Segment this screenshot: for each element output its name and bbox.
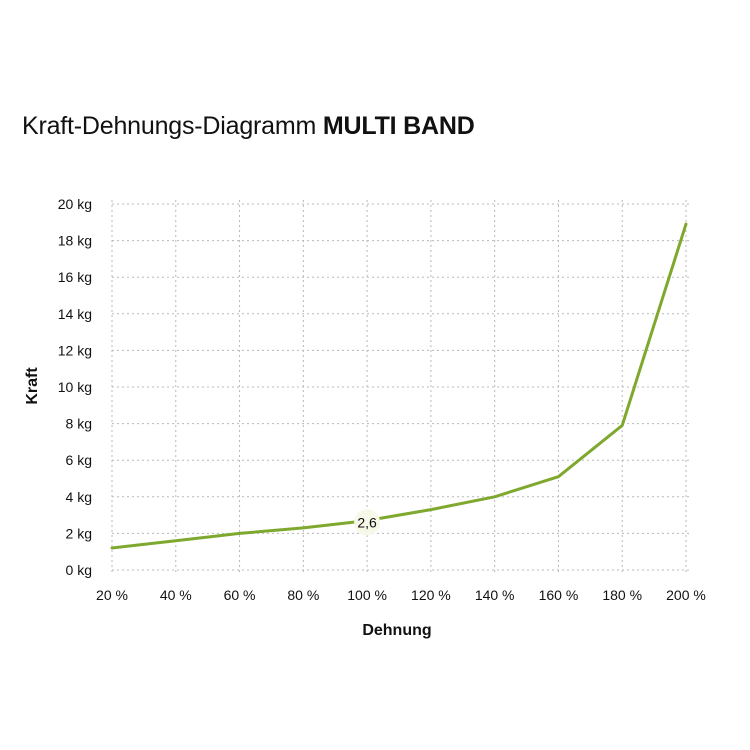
y-tick-label: 6 kg <box>66 452 92 468</box>
x-tick-label: 60 % <box>224 587 256 603</box>
x-tick-label: 80 % <box>287 587 319 603</box>
x-tick-label: 180 % <box>602 587 642 603</box>
y-tick-label: 18 kg <box>58 233 92 249</box>
y-tick-label: 4 kg <box>66 489 92 505</box>
x-tick-label: 20 % <box>96 587 128 603</box>
y-axis-label: Kraft <box>24 367 41 405</box>
y-tick-label: 0 kg <box>66 562 92 578</box>
chart-title: Kraft-Dehnungs-Diagramm MULTI BAND <box>22 112 475 141</box>
y-axis-ticks: 0 kg 2 kg 4 kg 6 kg 8 kg 10 kg 12 kg 14 kg 16 kg… <box>58 196 92 578</box>
y-tick-label: 8 kg <box>66 416 92 432</box>
chart-title-light: Kraft-Dehnungs-Diagramm <box>22 112 317 140</box>
x-axis-label: Dehnung <box>362 622 431 639</box>
annotations: 2,6 <box>354 509 381 536</box>
series-line <box>110 222 688 550</box>
x-tick-label: 100 % <box>347 587 387 603</box>
x-tick-label: 160 % <box>539 587 579 603</box>
x-tick-label: 200 % <box>666 587 706 603</box>
y-tick-label: 20 kg <box>58 196 92 212</box>
y-tick-label: 10 kg <box>58 379 92 395</box>
y-tick-label: 2 kg <box>66 525 92 541</box>
annotation-marker <box>354 509 381 536</box>
grid <box>111 200 690 574</box>
x-axis-ticks: 20 % 40 % 60 % 80 % 100 % 120 % 140 % 160 % 180 … <box>96 587 706 603</box>
annotation-label: 2,6 <box>357 514 377 530</box>
x-tick-label: 40 % <box>160 587 192 603</box>
y-tick-label: 16 kg <box>58 269 92 285</box>
x-tick-label: 140 % <box>475 587 515 603</box>
chart-title-bold: MULTI BAND <box>322 112 475 140</box>
series <box>110 222 688 550</box>
x-tick-label: 120 % <box>411 587 451 603</box>
y-tick-label: 12 kg <box>58 342 92 358</box>
y-tick-label: 14 kg <box>58 306 92 322</box>
